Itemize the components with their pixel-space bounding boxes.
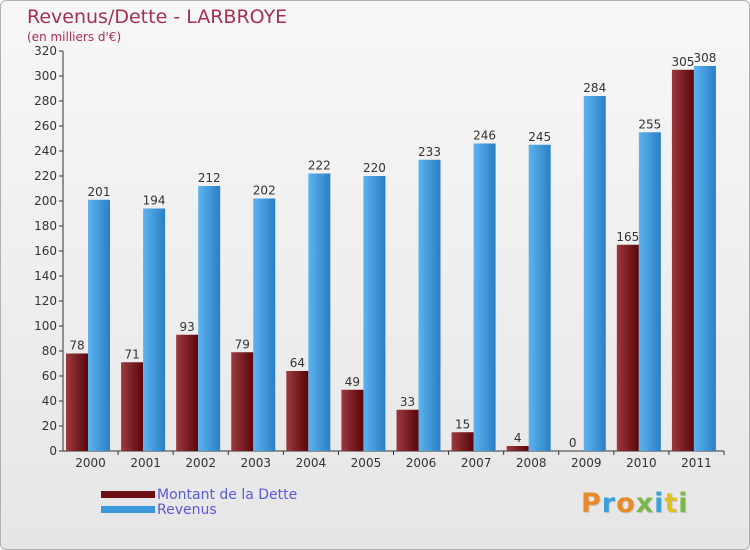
debt-bar-label: 64 (290, 356, 305, 370)
revenue-bar (693, 66, 716, 451)
x-tick-label: 2003 (241, 456, 272, 470)
legend-label-debt: Montant de la Dette (157, 486, 298, 503)
x-tick-label: 2008 (516, 456, 547, 470)
x-tick-label: 2007 (461, 456, 492, 470)
chart-title: Revenus/Dette - LARBROYE (27, 6, 288, 28)
legend-item-debt: Montant de la Dette (101, 486, 298, 503)
revenue-bar (583, 96, 606, 451)
legend: Montant de la Dette Revenus (101, 486, 298, 518)
revenue-bar (143, 208, 166, 451)
y-tick-label: 240 (34, 144, 57, 158)
debt-bar (341, 389, 364, 451)
legend-swatch-revenue (101, 506, 155, 513)
chart-subtitle: (en milliers d'€) (27, 30, 122, 44)
revenue-bar-label: 201 (88, 185, 111, 199)
y-tick-label: 140 (34, 269, 57, 283)
y-tick-label: 160 (34, 244, 57, 258)
y-tick-label: 320 (34, 44, 57, 58)
revenue-bar-label: 194 (143, 194, 166, 208)
legend-label-revenue: Revenus (157, 501, 217, 518)
debt-bar (616, 244, 639, 451)
logo-letter: i (678, 488, 689, 519)
revenue-bar-label: 245 (528, 130, 551, 144)
debt-bar-label: 4 (514, 431, 522, 445)
x-tick-label: 2004 (296, 456, 327, 470)
revenue-bar-label: 220 (363, 161, 386, 175)
debt-bar (286, 371, 309, 451)
debt-bar-label: 78 (69, 339, 84, 353)
y-tick-label: 100 (34, 319, 57, 333)
debt-bar-label: 93 (180, 320, 195, 334)
y-tick-label: 20 (42, 419, 57, 433)
debt-bar-label: 33 (400, 395, 415, 409)
x-tick-label: 2010 (626, 456, 657, 470)
x-tick-label: 2001 (130, 456, 161, 470)
revenue-bar-label: 255 (638, 117, 661, 131)
revenue-bar (88, 199, 110, 451)
y-tick-label: 180 (34, 219, 57, 233)
revenue-bar (638, 132, 661, 451)
y-tick-label: 0 (49, 444, 57, 458)
y-tick-label: 120 (34, 294, 57, 308)
debt-bar-label: 49 (345, 375, 360, 389)
debt-bar (231, 352, 254, 451)
debt-bar (121, 362, 144, 451)
debt-bar (66, 353, 88, 451)
revenue-bar (418, 159, 441, 451)
y-tick-label: 200 (34, 194, 57, 208)
y-tick-label: 40 (42, 394, 57, 408)
debt-bar-label: 79 (235, 337, 250, 351)
revenue-bar-label: 222 (308, 159, 331, 173)
logo-letter: o (616, 488, 636, 519)
revenue-bar-label: 246 (473, 129, 496, 143)
debt-bar (506, 446, 529, 451)
revenue-bar-label: 212 (198, 171, 221, 185)
y-tick-label: 260 (34, 119, 57, 133)
revenue-bar-label: 202 (253, 184, 276, 198)
revenue-bar (528, 144, 551, 451)
debt-bar-label: 15 (455, 417, 470, 431)
debt-bar-label: 165 (616, 230, 639, 244)
revenue-bar (253, 198, 276, 451)
y-tick-label: 220 (34, 169, 57, 183)
x-tick-label: 2000 (75, 456, 106, 470)
debt-bar (671, 69, 694, 451)
y-tick-label: 280 (34, 94, 57, 108)
revenue-bar (308, 173, 331, 451)
revenue-bar (363, 176, 386, 451)
logo-letter: r (601, 488, 617, 519)
revenue-bar (473, 143, 496, 451)
revenue-bar-label: 233 (418, 145, 441, 159)
x-tick-label: 2009 (571, 456, 602, 470)
y-tick-label: 300 (34, 69, 57, 83)
x-tick-label: 2011 (681, 456, 712, 470)
proxiti-logo: Proxiti (581, 488, 689, 519)
revenue-bar-label: 308 (693, 51, 716, 65)
debt-bar-label: 0 (569, 436, 577, 450)
x-tick-label: 2006 (406, 456, 437, 470)
revenue-bar-label: 284 (583, 81, 606, 95)
debt-bar-label: 71 (124, 347, 139, 361)
logo-letter: P (581, 488, 602, 519)
y-tick-label: 60 (42, 369, 57, 383)
debt-bar-label: 305 (671, 55, 694, 69)
legend-swatch-debt (101, 491, 155, 498)
debt-bar (176, 334, 199, 451)
x-tick-label: 2002 (185, 456, 216, 470)
x-tick-label: 2005 (351, 456, 382, 470)
y-tick-label: 80 (42, 344, 57, 358)
debt-bar (451, 432, 474, 451)
logo-letter: x (635, 488, 655, 519)
logo-letter: i (654, 488, 665, 519)
legend-item-revenue: Revenus (101, 501, 297, 518)
revenue-bar (198, 186, 221, 451)
logo-letter: t (664, 488, 679, 519)
debt-bar (396, 409, 419, 451)
